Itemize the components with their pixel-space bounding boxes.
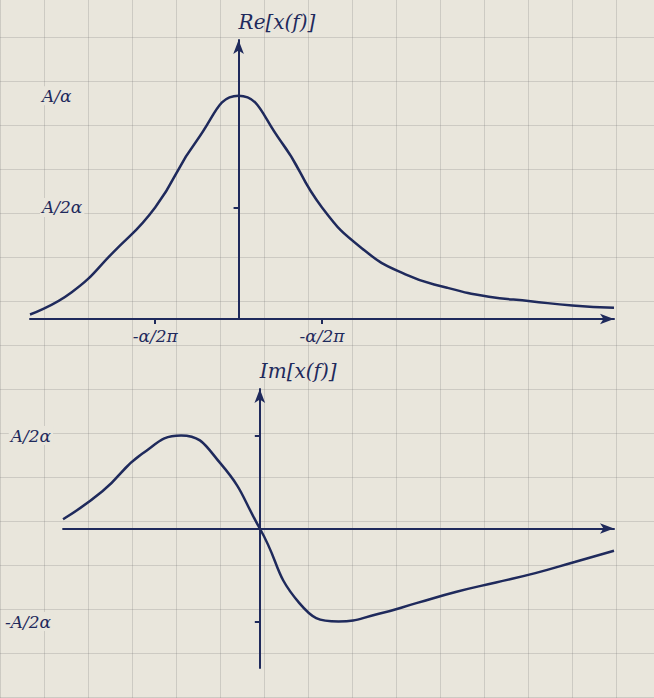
svg-text:Im[x(f)]: Im[x(f)] [259, 359, 337, 383]
svg-text:Re[x(f)]: Re[x(f)] [238, 10, 316, 34]
svg-text:A/α: A/α [40, 86, 72, 106]
svg-text:-α/2π: -α/2π [133, 326, 179, 346]
svg-text:A/2α: A/2α [9, 426, 52, 446]
svg-text:-α/2π: -α/2π [300, 326, 346, 346]
svg-text:A/2α: A/2α [40, 197, 83, 217]
svg-text:-A/2α: -A/2α [5, 612, 52, 632]
